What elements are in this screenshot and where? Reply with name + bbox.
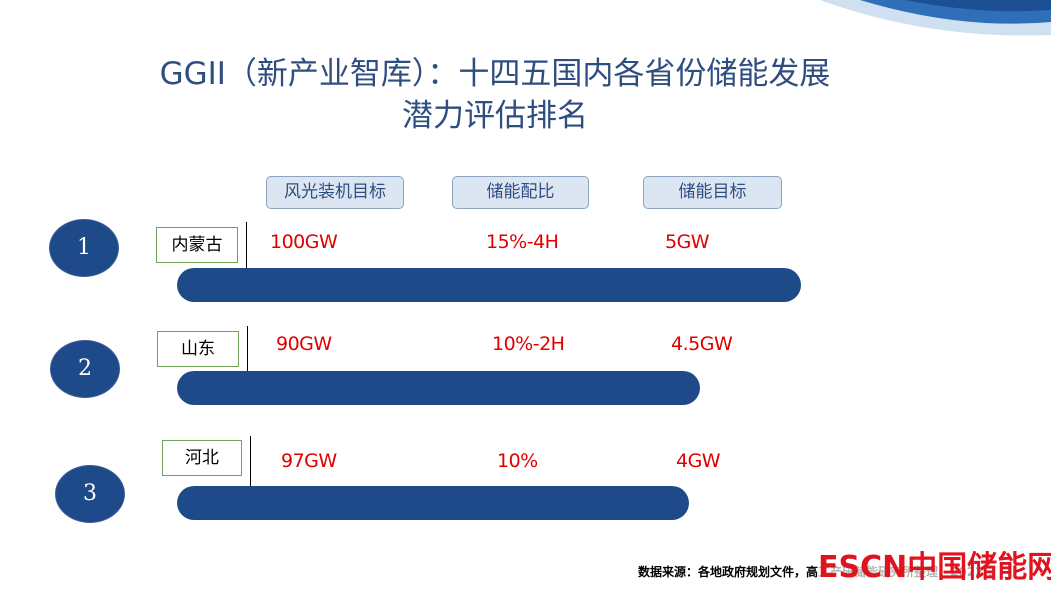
cell: 4.5GW xyxy=(671,333,733,355)
cell: 90GW xyxy=(276,333,332,355)
cell: 5GW xyxy=(665,231,710,253)
province: 内蒙古 xyxy=(156,227,238,263)
province: 山东 xyxy=(157,331,239,367)
title-line: 潜力评估排名 xyxy=(402,98,588,134)
column-header: 储能配比 xyxy=(452,176,589,209)
bar xyxy=(177,268,801,302)
bar xyxy=(177,486,689,520)
bar xyxy=(177,371,700,405)
logo-cn: 中国储能网 xyxy=(907,550,1051,585)
cell: 10% xyxy=(497,450,538,472)
divider xyxy=(247,326,248,372)
column-header: 风光装机目标 xyxy=(266,176,404,209)
logo-latin: ESCN xyxy=(818,550,908,585)
rank: 3 xyxy=(55,465,125,523)
rank: 2 xyxy=(50,340,120,398)
cell: 10%-2H xyxy=(492,333,565,355)
cell: 97GW xyxy=(281,450,337,472)
divider xyxy=(246,222,247,268)
cell: 4GW xyxy=(676,450,721,472)
divider xyxy=(250,436,251,486)
title-line: GGII（新产业智库）：十四五国内各省份储能发展 xyxy=(159,56,831,92)
province: 河北 xyxy=(162,440,242,476)
cell: 15%-4H xyxy=(486,231,559,253)
logo: ESCN中国储能网 xyxy=(818,542,1051,586)
cell: 100GW xyxy=(270,231,338,253)
rank: 1 xyxy=(49,219,119,277)
column-header: 储能目标 xyxy=(643,176,782,209)
